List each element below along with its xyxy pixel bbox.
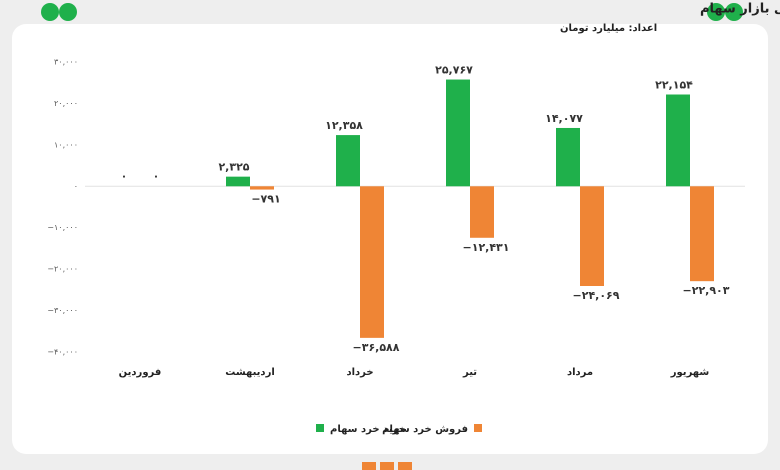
bar xyxy=(470,186,494,238)
legend-label: خرید خرد سهام xyxy=(330,424,406,435)
y-tick-label: ۰ xyxy=(74,182,78,191)
value-label: −۳۶,۵۸۸ xyxy=(353,341,400,354)
logo xyxy=(362,462,412,470)
value-label: −۲۴,۰۶۹ xyxy=(573,289,620,302)
x-tick-label: اردیبهشت xyxy=(225,367,275,378)
bar xyxy=(580,186,604,287)
legend-swatch xyxy=(474,424,482,432)
x-tick-label: تیر xyxy=(462,367,477,378)
value-label: ۱۴,۰۷۷ xyxy=(545,112,583,125)
legend-label: فروش خرد سهام xyxy=(382,424,468,435)
y-tick-label: ۳۰,۰۰۰ xyxy=(54,58,78,67)
value-label: ۰ xyxy=(153,169,160,182)
bar xyxy=(556,127,580,187)
value-label: ۲۲,۱۵۴ xyxy=(655,79,693,92)
chart-title: خرید و فروش صندوق توسعه بازار سرمایه (مع… xyxy=(700,1,780,17)
bar xyxy=(226,176,250,187)
quote-mark xyxy=(41,3,743,21)
value-label: ۰ xyxy=(121,169,128,182)
value-label: −۷۹۱ xyxy=(251,193,280,206)
y-tick-label: −۱۰,۰۰۰ xyxy=(47,223,78,232)
bar xyxy=(446,79,470,187)
y-tick-label: ۲۰,۰۰۰ xyxy=(54,99,78,108)
bar xyxy=(336,135,360,187)
bar xyxy=(690,186,714,282)
value-label: ۱۲,۳۵۸ xyxy=(325,119,363,132)
y-tick-label: −۲۰,۰۰۰ xyxy=(47,265,78,274)
x-tick-label: خرداد xyxy=(346,367,373,378)
x-tick-label: فروردین xyxy=(119,367,162,378)
value-label: −۱۲,۴۳۱ xyxy=(463,241,510,254)
y-tick-label: ۱۰,۰۰۰ xyxy=(54,140,78,149)
bar xyxy=(250,186,274,190)
legend-swatch xyxy=(316,424,324,432)
bar xyxy=(666,94,690,187)
chart-subtitle: اعداد: میلیارد تومان xyxy=(560,23,657,34)
x-tick-label: مرداد xyxy=(567,367,593,378)
x-tick-label: شهریور xyxy=(670,367,710,378)
value-label: ۲,۳۲۵ xyxy=(218,161,249,174)
y-tick-label: −۴۰,۰۰۰ xyxy=(47,348,78,357)
value-label: −۲۲,۹۰۳ xyxy=(683,284,730,297)
bar xyxy=(360,186,384,338)
value-label: ۲۵,۷۶۷ xyxy=(435,64,473,77)
y-tick-label: −۳۰,۰۰۰ xyxy=(47,306,78,315)
